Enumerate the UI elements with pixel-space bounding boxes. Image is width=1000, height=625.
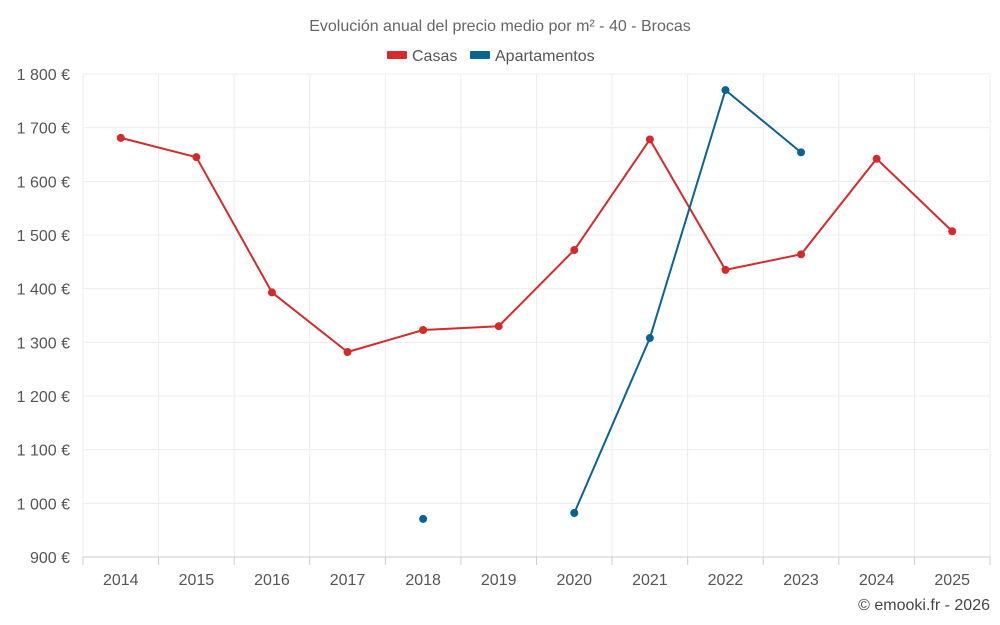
- x-tick-label: 2025: [934, 572, 970, 589]
- data-point[interactable]: [570, 508, 579, 517]
- legend-swatch: [387, 51, 407, 59]
- x-tick-label: 2024: [859, 572, 895, 589]
- series-group: [116, 86, 957, 523]
- y-tick-label: 1 200 €: [17, 389, 70, 406]
- legend-item-casas[interactable]: Casas: [387, 48, 457, 65]
- data-point[interactable]: [267, 288, 276, 297]
- x-tick-label: 2020: [556, 572, 592, 589]
- data-point[interactable]: [419, 325, 428, 334]
- x-tick-label: 2016: [254, 572, 290, 589]
- data-point[interactable]: [192, 153, 201, 162]
- chart-title: Evolución anual del precio medio por m² …: [309, 18, 691, 35]
- data-point[interactable]: [872, 154, 881, 163]
- y-tick-label: 1 400 €: [17, 282, 70, 299]
- data-point[interactable]: [797, 148, 806, 157]
- series-apartamentos: [419, 86, 806, 523]
- data-point[interactable]: [494, 322, 503, 331]
- x-tick-label: 2017: [330, 572, 366, 589]
- y-tick-label: 1 500 €: [17, 228, 70, 245]
- axes: 900 € 1 000 € 1 100 € 1 200 € 1 300 € 1 400 €…: [17, 67, 991, 589]
- data-point[interactable]: [797, 250, 806, 259]
- y-tick-label: 1 100 €: [17, 443, 70, 460]
- data-point[interactable]: [645, 135, 654, 144]
- x-tick-label: 2023: [783, 572, 819, 589]
- data-point[interactable]: [948, 227, 957, 236]
- x-tick-label: 2014: [103, 572, 139, 589]
- grid: [82, 73, 991, 557]
- y-tick-label: 1 300 €: [17, 335, 70, 352]
- legend-label: Casas: [412, 48, 457, 65]
- data-point[interactable]: [721, 86, 730, 95]
- y-tick-label: 900 €: [30, 550, 70, 567]
- legend-label: Apartamentos: [495, 48, 595, 65]
- legend: Casas Apartamentos: [387, 48, 595, 65]
- x-tick-label: 2015: [179, 572, 215, 589]
- x-tick-label: 2018: [405, 572, 441, 589]
- series-line: [120, 136, 953, 353]
- data-point[interactable]: [343, 347, 352, 356]
- data-point[interactable]: [570, 246, 579, 255]
- x-tick-label: 2021: [632, 572, 668, 589]
- legend-item-apartamentos[interactable]: Apartamentos: [470, 48, 595, 65]
- series-casas: [116, 133, 957, 356]
- y-tick-label: 1 600 €: [17, 174, 70, 191]
- x-tick-label: 2019: [481, 572, 517, 589]
- y-tick-label: 1 000 €: [17, 496, 70, 513]
- legend-swatch: [470, 51, 490, 59]
- y-tick-label: 1 800 €: [17, 67, 70, 84]
- data-point[interactable]: [645, 334, 654, 343]
- y-tick-label: 1 700 €: [17, 121, 70, 138]
- credit-text: © emooki.fr - 2026: [858, 597, 990, 614]
- x-tick-label: 2022: [708, 572, 744, 589]
- data-point[interactable]: [116, 133, 125, 142]
- data-point[interactable]: [721, 265, 730, 274]
- series-line: [573, 89, 802, 514]
- data-point[interactable]: [419, 514, 428, 523]
